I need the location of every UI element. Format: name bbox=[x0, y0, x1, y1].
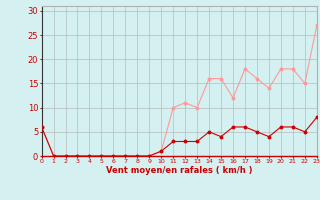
X-axis label: Vent moyen/en rafales ( km/h ): Vent moyen/en rafales ( km/h ) bbox=[106, 166, 252, 175]
